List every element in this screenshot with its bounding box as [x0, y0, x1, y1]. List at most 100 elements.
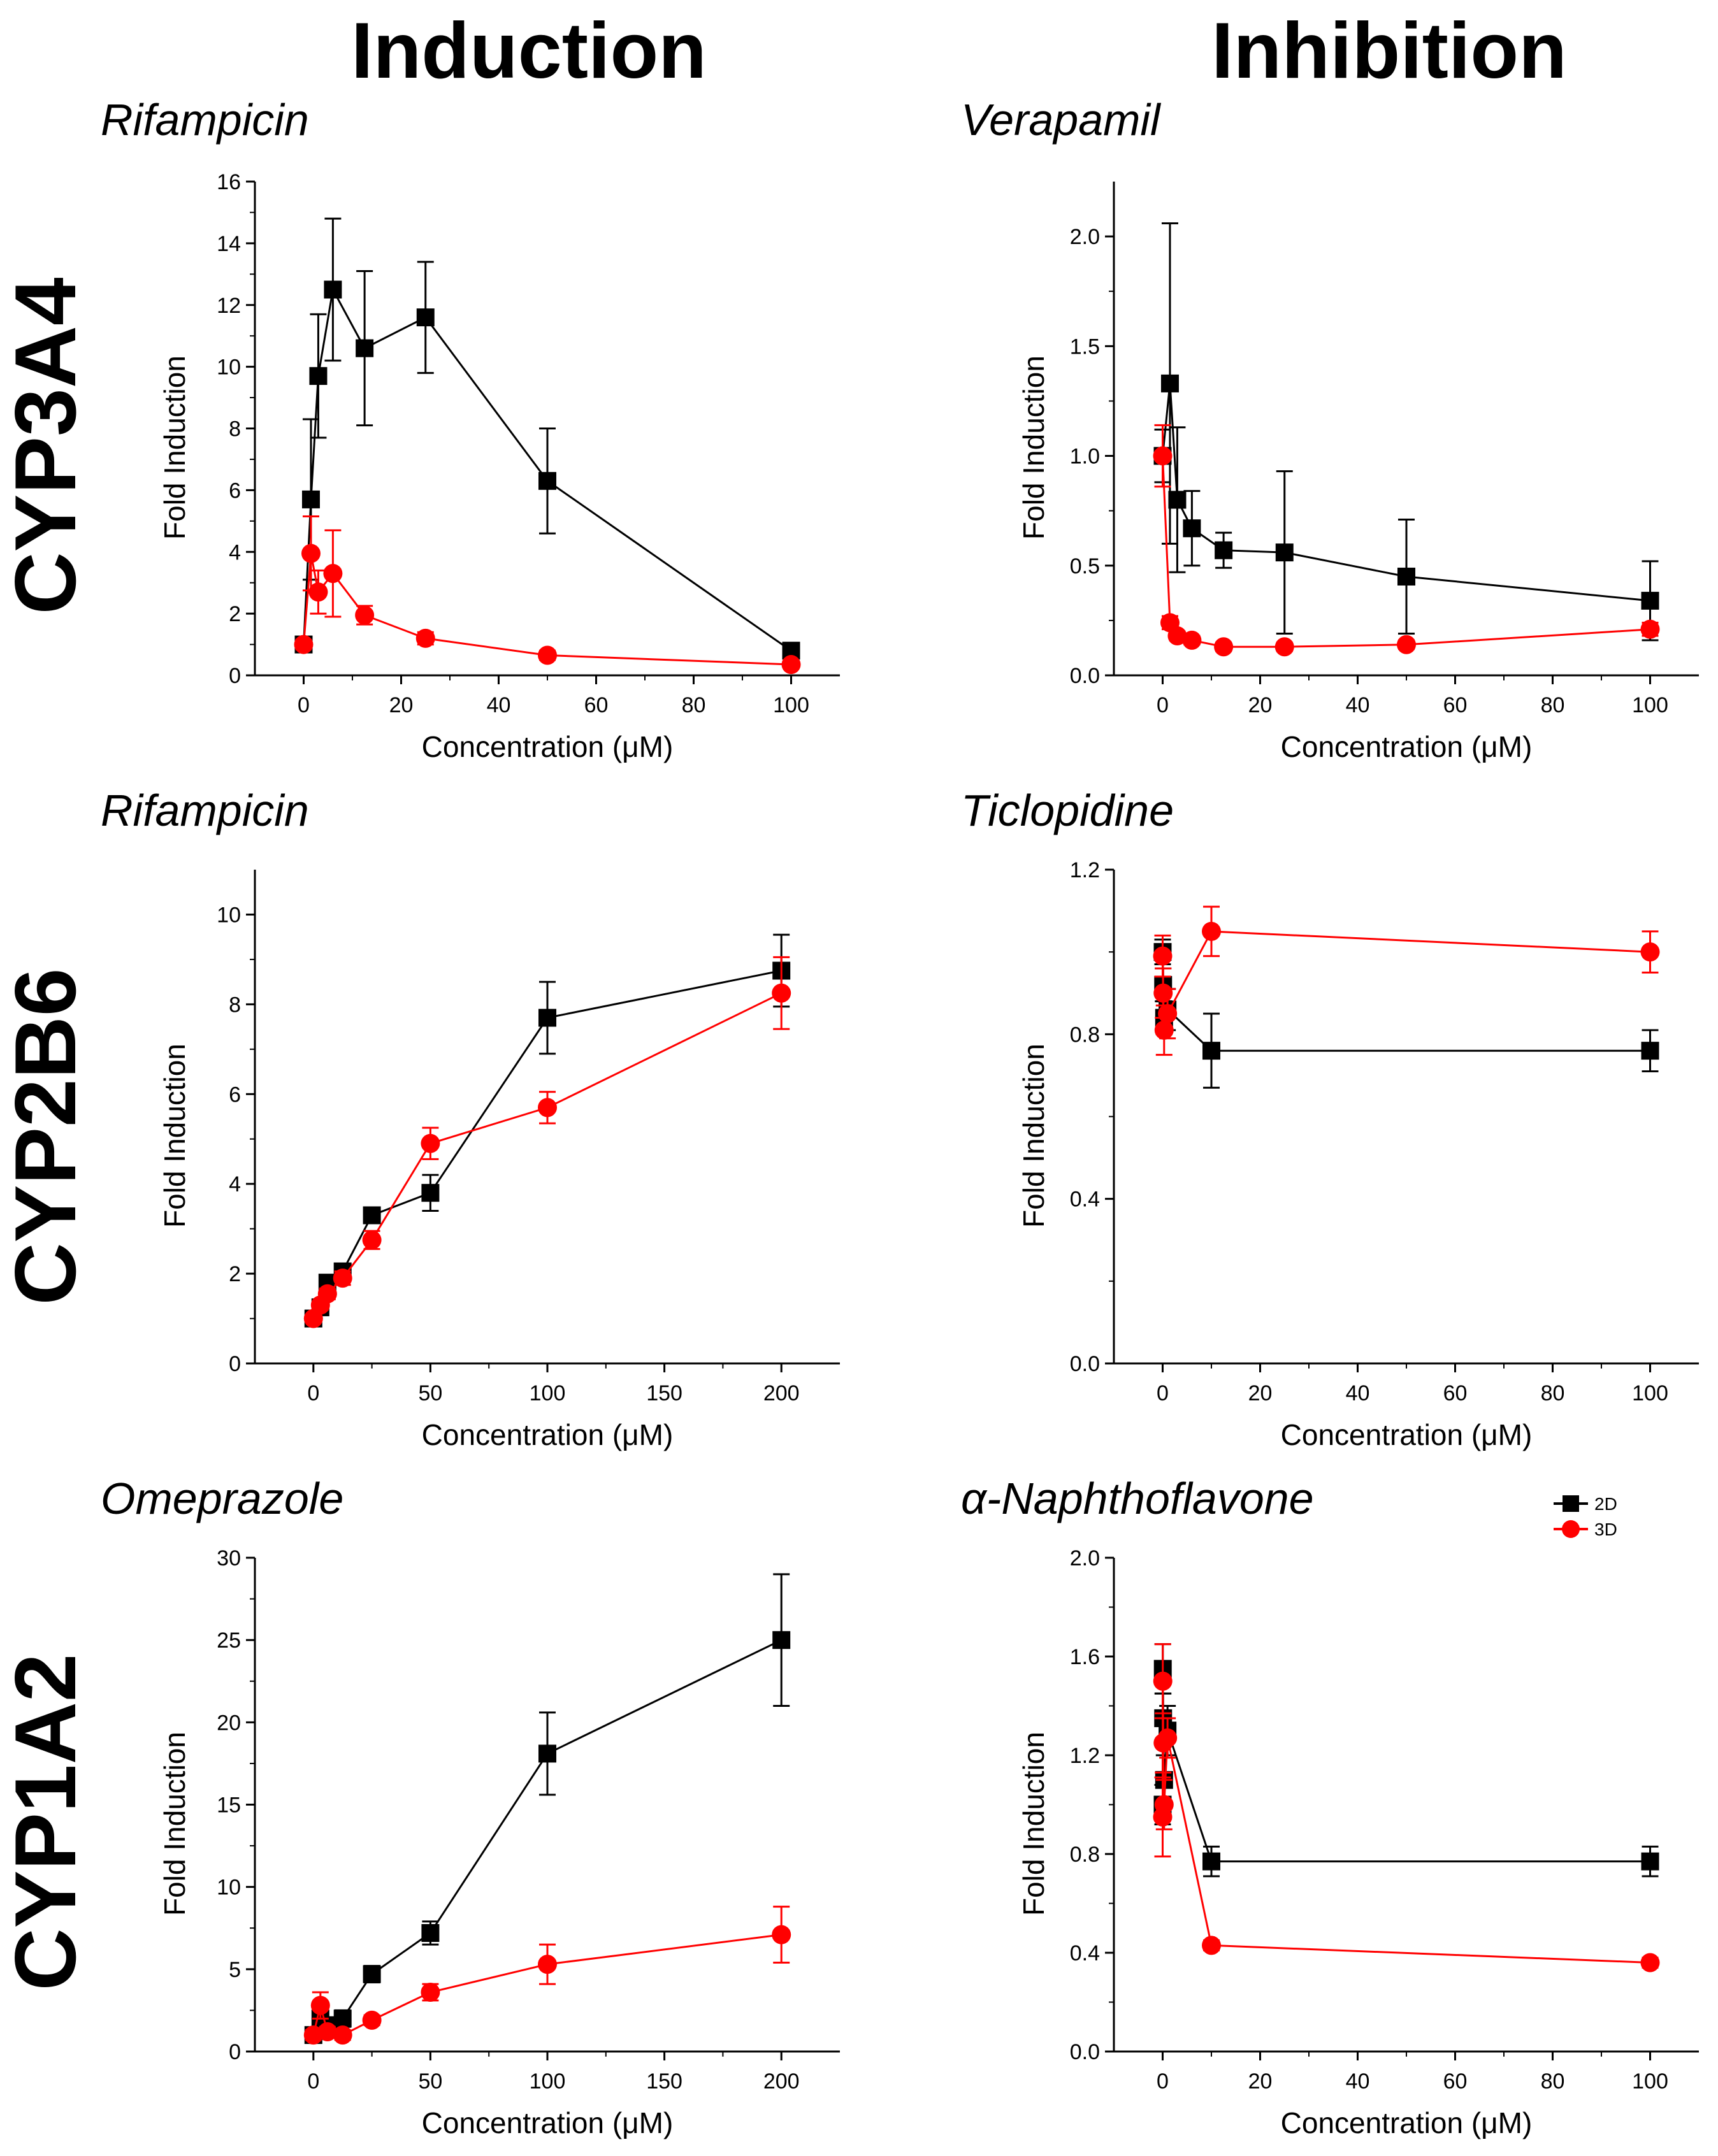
cyp3a4-induction-series-3d	[294, 515, 801, 675]
cyp1a2-induction-point-3d	[310, 1995, 330, 2015]
cyp1a2-induction-xtick-label: 200	[763, 2069, 800, 2094]
cyp3a4-induction-point-3d	[294, 635, 314, 654]
cyp2b6-induction-ytick-label: 2	[229, 1262, 241, 1286]
cyp3a4-induction-series-2d	[294, 217, 800, 660]
cyp1a2-inhibition-xtick-label: 100	[1632, 2069, 1668, 2094]
cyp3a4-induction-line-2d	[303, 286, 792, 652]
cyp2b6-induction-point-2d	[538, 1009, 556, 1027]
cyp1a2-induction-ytick-label: 0	[229, 2040, 241, 2064]
cyp2b6-inhibition-point-3d	[1640, 942, 1660, 962]
cyp3a4-inhibition-point-2d	[1275, 543, 1294, 562]
cyp3a4-inhibition-ylabel: Fold Induction	[1017, 356, 1050, 540]
cyp3a4-inhibition-point-2d	[1183, 519, 1201, 538]
cyp3a4-induction-point-3d	[308, 582, 328, 602]
cyp1a2-induction-point-2d	[421, 1924, 440, 1942]
cyp2b6-inhibition-xtick-label: 80	[1541, 1381, 1565, 1405]
header-inhibition: Inhibition	[1211, 7, 1567, 95]
cyp1a2-inhibition-point-2d	[1202, 1852, 1220, 1871]
cyp1a2-induction-point-2d	[363, 1965, 381, 1983]
cyp1a2-induction-point-3d	[538, 1955, 557, 1974]
cyp3a4-induction-point-2d	[301, 490, 320, 508]
cyp1a2-induction-point-3d	[421, 1983, 440, 2002]
cyp2b6-induction-point-3d	[538, 1098, 557, 1118]
cyp3a4-induction-xlabel: Concentration (μM)	[422, 730, 674, 763]
cyp1a2-inhibition-series-2d	[1153, 1643, 1659, 1878]
cyp3a4-induction-xtick-label: 60	[584, 693, 609, 717]
cyp2b6-inhibition-point-2d	[1641, 1042, 1659, 1060]
title-cyp3a4-induction: Rifampicin	[101, 95, 309, 145]
title-cyp3a4-inhibition: Verapamil	[961, 95, 1162, 145]
cyp2b6-inhibition-ytick-label: 0.8	[1070, 1023, 1100, 1047]
cyp1a2-induction-point-3d	[317, 2022, 337, 2041]
title-cyp2b6-inhibition: Ticlopidine	[961, 786, 1174, 835]
cyp3a4-induction-xtick-label: 100	[773, 693, 809, 717]
cyp3a4-inhibition-point-2d	[1160, 374, 1179, 392]
cyp2b6-induction-ytick-label: 0	[229, 1352, 241, 1376]
cyp3a4-induction-ytick-label: 4	[229, 540, 241, 564]
cyp2b6-inhibition-point-3d	[1153, 946, 1173, 966]
cyp3a4-induction-ytick-label: 14	[217, 232, 241, 256]
cyp3a4-inhibition-series-2d	[1153, 222, 1659, 642]
cyp3a4-inhibition-xtick-label: 80	[1541, 693, 1565, 717]
cyp2b6-inhibition-xtick-label: 0	[1157, 1381, 1169, 1405]
cyp3a4-induction-point-2d	[309, 367, 328, 385]
cyp3a4-inhibition-point-3d	[1397, 635, 1416, 654]
cyp3a4-inhibition-line-2d	[1162, 383, 1650, 602]
cyp1a2-inhibition-ytick-label: 0.0	[1070, 2040, 1100, 2064]
cyp1a2-inhibition-line-3d	[1162, 1681, 1650, 1964]
cyp3a4-induction-xtick-label: 0	[298, 693, 310, 717]
cyp1a2-inhibition-ytick-label: 2.0	[1070, 1546, 1100, 1570]
cyp2b6-induction-ytick-label: 10	[217, 903, 241, 927]
cyp2b6-induction-xlabel: Concentration (μM)	[422, 1418, 674, 1451]
cyp1a2-inhibition-xtick-label: 60	[1443, 2069, 1468, 2094]
cyp2b6-inhibition-series-2d	[1153, 938, 1659, 1089]
cyp3a4-induction-point-3d	[781, 655, 801, 675]
cyp3a4-inhibition-point-3d	[1214, 637, 1234, 657]
cyp2b6-induction-xtick-label: 100	[530, 1381, 566, 1405]
cyp1a2-inhibition-xlabel: Concentration (μM)	[1281, 2106, 1533, 2139]
cyp3a4-induction-ytick-label: 16	[217, 170, 241, 194]
cyp1a2-inhibition-line-2d	[1162, 1669, 1650, 1863]
cyp1a2-inhibition-xtick-label: 20	[1248, 2069, 1273, 2094]
cyp3a4-induction-point-2d	[416, 308, 435, 327]
cyp1a2-induction-point-2d	[772, 1631, 791, 1649]
cyp3a4-induction-ytick-label: 6	[229, 478, 241, 503]
cyp2b6-induction-ytick-label: 6	[229, 1082, 241, 1107]
cyp3a4-inhibition-point-2d	[1215, 541, 1233, 559]
cyp3a4-inhibition-point-3d	[1274, 637, 1294, 657]
legend-marker-3d	[1562, 1520, 1580, 1538]
row-label-cyp1a2: CYP1A2	[0, 1653, 94, 1990]
cyp1a2-induction-xtick-label: 100	[530, 2069, 566, 2094]
cyp2b6-induction-point-3d	[362, 1230, 382, 1250]
cyp2b6-induction-point-2d	[363, 1206, 381, 1225]
cyp3a4-induction-point-3d	[301, 543, 321, 563]
cyp3a4-inhibition-ytick-label: 0.0	[1070, 664, 1100, 688]
cyp1a2-induction-xtick-label: 0	[307, 2069, 319, 2094]
cyp1a2-induction-point-3d	[362, 2010, 382, 2030]
legend: 2D 3D	[1554, 1494, 1617, 1539]
cyp1a2-induction-ytick-label: 30	[217, 1546, 241, 1570]
cyp2b6-inhibition-series-3d	[1153, 905, 1660, 1056]
cyp1a2-induction-ytick-label: 20	[217, 1711, 241, 1735]
cyp1a2-inhibition-plot: 0.0 0.4 0.8 1.2 1.6 2.0 0 20 40 60 80 100 Concentrat…	[1017, 1546, 1699, 2139]
cyp1a2-inhibition-point-3d	[1153, 1671, 1173, 1691]
cyp2b6-inhibition-ylabel: Fold Induction	[1017, 1044, 1050, 1228]
cyp3a4-inhibition-ytick-label: 0.5	[1070, 554, 1100, 579]
cyp1a2-inhibition-ytick-label: 0.4	[1070, 1941, 1100, 1966]
cyp3a4-induction-ytick-label: 0	[229, 664, 241, 688]
cyp1a2-induction-xtick-label: 150	[646, 2069, 682, 2094]
cyp2b6-induction-ytick-label: 8	[229, 993, 241, 1017]
row-label-cyp2b6: CYP2B6	[0, 968, 94, 1305]
cyp3a4-inhibition-xtick-label: 40	[1346, 693, 1370, 717]
cyp3a4-induction-ytick-label: 12	[217, 294, 241, 318]
cyp3a4-induction-ytick-label: 2	[229, 602, 241, 626]
cyp2b6-inhibition-xtick-label: 20	[1248, 1381, 1273, 1405]
cyp2b6-induction-ylabel: Fold Induction	[158, 1044, 191, 1228]
cyp1a2-induction-point-3d	[772, 1925, 791, 1944]
cyp2b6-inhibition-ytick-label: 0.0	[1070, 1352, 1100, 1376]
cyp3a4-induction-point-2d	[538, 471, 556, 490]
cyp1a2-induction-point-3d	[333, 2025, 352, 2045]
cyp3a4-induction-ylabel: Fold Induction	[158, 356, 191, 540]
cyp3a4-induction-ytick-label: 10	[217, 356, 241, 380]
